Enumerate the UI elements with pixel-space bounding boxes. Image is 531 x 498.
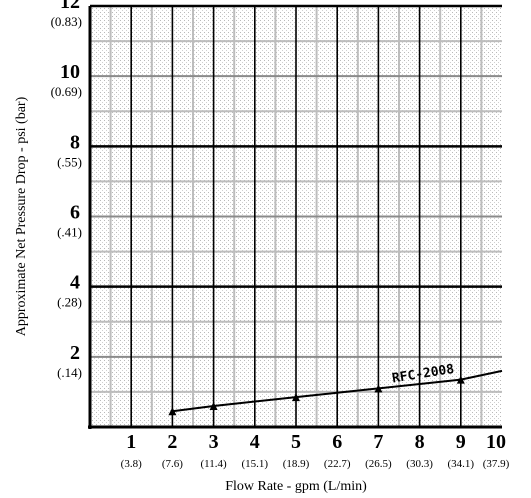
x-tick-label: 5: [291, 431, 301, 453]
y-tick-sublabel: (0.69): [51, 84, 82, 99]
x-tick-sublabel: (18.9): [283, 458, 310, 470]
y-tick-label: 10: [60, 61, 80, 83]
x-tick-sublabel: (15.1): [242, 458, 269, 470]
data-point: [456, 375, 465, 384]
y-tick-sublabel: (.55): [57, 154, 82, 169]
x-tick-sublabel: (30.3): [406, 458, 433, 470]
x-tick-label: 7: [373, 431, 383, 453]
x-tick-label: 6: [332, 431, 342, 453]
x-tick-label: 4: [250, 431, 260, 453]
x-tick-sublabel: (34.1): [448, 458, 475, 470]
y-axis-label: Approximate Net Pressure Drop - psi (bar…: [14, 96, 29, 336]
data-point: [374, 384, 383, 393]
x-tick-sublabel: (7.6): [162, 458, 183, 470]
x-tick-sublabel: (22.7): [324, 458, 351, 470]
y-tick-sublabel: (.14): [57, 365, 82, 380]
y-tick-label: 4: [70, 272, 80, 294]
major-grid: [88, 4, 502, 429]
y-tick-label: 6: [70, 202, 80, 224]
x-tick-sublabel: (3.8): [121, 458, 142, 470]
x-axis-label: Flow Rate - gpm (L/min): [225, 479, 367, 494]
x-tick-label: 8: [415, 431, 425, 453]
y-tick-label: 8: [70, 131, 80, 153]
y-tick-sublabel: (0.83): [51, 14, 82, 29]
x-tick-label: 10: [486, 431, 506, 453]
y-tick-sublabel: (.28): [57, 295, 82, 310]
x-tick-sublabel: (11.4): [201, 458, 228, 470]
series-line: [172, 369, 503, 413]
y-tick-sublabel: (.41): [57, 225, 82, 240]
x-tick-sublabel: (37.9): [483, 458, 510, 470]
x-tick-label: 3: [209, 431, 219, 453]
x-tick-sublabel: (26.5): [365, 458, 392, 470]
data-point: [209, 401, 218, 410]
y-tick-labels: 2(.14) 4(.28) 6(.41) 8(.55) 10(0.69) 12(0.83): [51, 0, 82, 380]
y-tick-label: 12: [60, 0, 80, 13]
x-tick-label: 2: [167, 431, 177, 453]
y-tick-label: 2: [70, 342, 80, 364]
x-tick-labels: 1 (3.8) 2 (7.6) 3 (11.4) 4 (15.1) 5 (18.9) 6 (22.7)…: [121, 431, 510, 470]
x-tick-label: 1: [126, 431, 136, 453]
data-point: [168, 407, 177, 416]
x-tick-label: 9: [456, 431, 466, 453]
data-point: [292, 393, 300, 402]
